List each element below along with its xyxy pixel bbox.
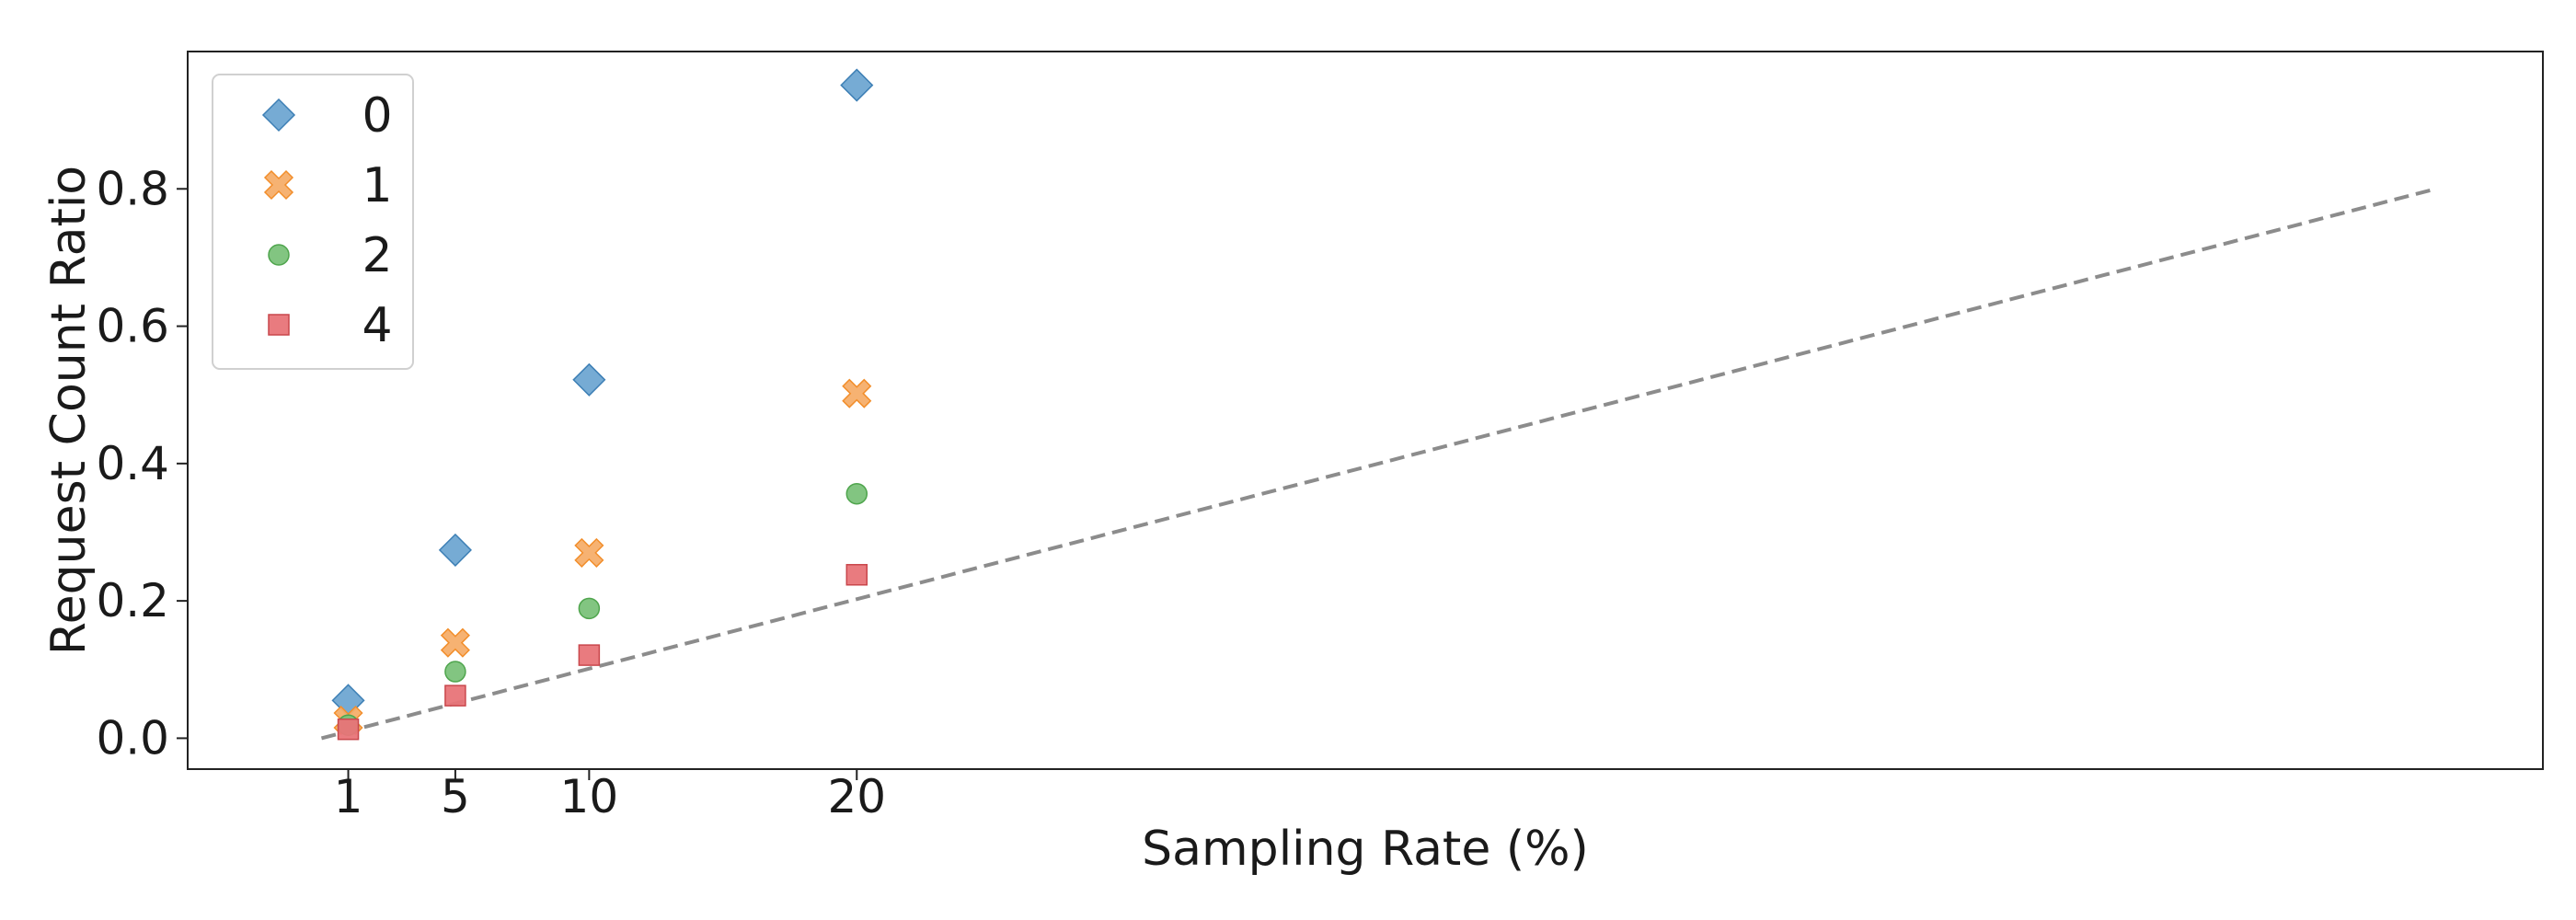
- x-tick-label: 5: [441, 770, 470, 823]
- data-point: [444, 661, 466, 683]
- data-point: [438, 533, 472, 567]
- y-tick-label: 0.8: [96, 162, 169, 215]
- plot-frame: [187, 51, 2544, 770]
- legend-label: 4: [362, 298, 392, 353]
- x-axis: 1 5 10 20: [334, 769, 886, 823]
- y-tick-label: 0.0: [96, 711, 169, 765]
- legend-label: 0: [362, 88, 392, 144]
- legend-marker: [268, 244, 290, 266]
- legend-marker: [261, 98, 296, 132]
- reference-line-layer: [320, 187, 2437, 741]
- legend-box: [212, 74, 414, 370]
- data-point: [845, 482, 868, 505]
- x-axis-title: Sampling Rate (%): [1142, 822, 1589, 877]
- x-tick-label: 20: [827, 770, 886, 823]
- y-axis: 0.0 0.2 0.4 0.6 0.8: [96, 162, 188, 765]
- data-point: [440, 627, 470, 658]
- y-tick-label: 0.6: [96, 300, 169, 353]
- legend: 0 1 2 4: [212, 74, 414, 370]
- reference-line: [320, 187, 2437, 741]
- data-point: [574, 537, 604, 568]
- data-point: [337, 718, 360, 741]
- data-point: [572, 362, 606, 397]
- legend-marker: [263, 169, 294, 201]
- data-point: [845, 564, 868, 586]
- y-axis-title: Request Count Ratio: [41, 166, 97, 655]
- legend-label: 1: [362, 158, 392, 213]
- data-point: [840, 68, 874, 102]
- x-tick-label: 10: [560, 770, 619, 823]
- data-point: [578, 597, 601, 620]
- x-tick-label: 1: [334, 770, 363, 823]
- legend-label: 2: [362, 228, 392, 283]
- legend-marker: [268, 314, 290, 336]
- data-point: [842, 378, 872, 408]
- data-point: [578, 644, 601, 666]
- data-point: [444, 684, 466, 707]
- y-tick-label: 0.2: [96, 574, 169, 627]
- data-points: [331, 68, 874, 741]
- y-tick-label: 0.4: [96, 437, 169, 490]
